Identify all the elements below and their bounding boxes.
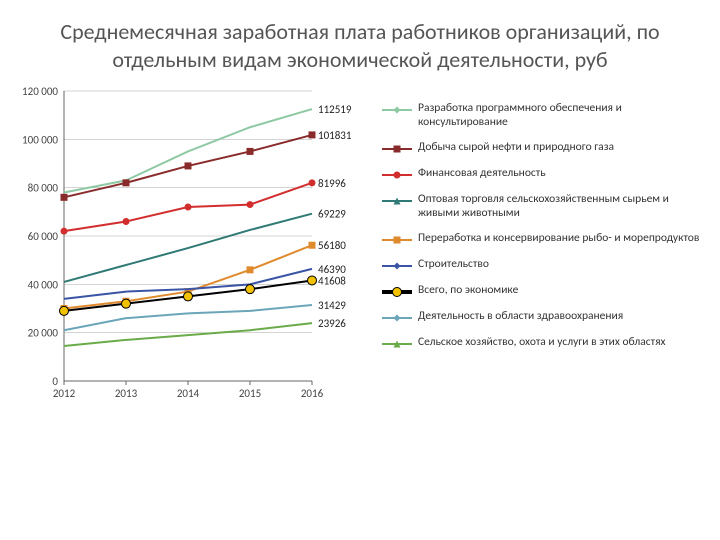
legend-label: Добыча сырой нефти и природного газа — [418, 140, 614, 154]
legend-item-fish: Переработка и консервирование рыбо- и мо… — [382, 231, 708, 247]
legend-label: Всего, по экономике — [418, 283, 518, 297]
svg-text:56180: 56180 — [318, 239, 346, 252]
svg-text:31429: 31429 — [318, 299, 346, 312]
svg-text:101831: 101831 — [318, 129, 352, 142]
svg-text:69229: 69229 — [318, 208, 346, 221]
legend-item-agri: Сельское хозяйство, охота и услуги в эти… — [382, 335, 708, 351]
legend-item-constr: Строительство — [382, 257, 708, 273]
series-oil: 101831 — [61, 129, 352, 201]
legend-label: Сельское хозяйство, охота и услуги в эти… — [418, 335, 666, 349]
svg-text:2014: 2014 — [177, 387, 200, 400]
svg-text:60 000: 60 000 — [28, 230, 59, 243]
legend-label: Оптовая торговля сельскохозяйственным сы… — [418, 192, 708, 221]
svg-text:23926: 23926 — [318, 317, 346, 330]
page-title: Среднемесячная заработная плата работник… — [0, 0, 720, 81]
legend-swatch-icon — [382, 233, 412, 247]
series-fish: 56180 — [61, 239, 347, 312]
legend-item-total: Всего, по экономике — [382, 283, 708, 299]
legend-item-health: Деятельность в области здравоохранения — [382, 309, 708, 325]
chart-container: 020 00040 00060 00080 000100 000120 0002… — [0, 81, 720, 421]
svg-text:2013: 2013 — [115, 387, 138, 400]
svg-text:41608: 41608 — [318, 274, 346, 287]
legend-label: Разработка программного обеспечения и ко… — [418, 101, 708, 130]
svg-text:2016: 2016 — [301, 387, 324, 400]
svg-text:120 000: 120 000 — [22, 85, 58, 98]
legend-item-oil: Добыча сырой нефти и природного газа — [382, 140, 708, 156]
legend-swatch-icon — [382, 142, 412, 156]
chart-legend: Разработка программного обеспечения и ко… — [372, 81, 708, 421]
legend-item-sw: Разработка программного обеспечения и ко… — [382, 101, 708, 130]
legend-label: Переработка и консервирование рыбо- и мо… — [418, 231, 699, 245]
svg-text:20 000: 20 000 — [28, 327, 59, 340]
legend-item-trade: Оптовая торговля сельскохозяйственным сы… — [382, 192, 708, 221]
svg-text:40 000: 40 000 — [28, 278, 59, 291]
legend-item-fin: Финансовая деятельность — [382, 166, 708, 182]
svg-text:112519: 112519 — [318, 103, 352, 116]
legend-swatch-icon — [382, 168, 412, 182]
series-sw: 112519 — [61, 103, 352, 196]
legend-swatch-icon — [382, 337, 412, 351]
line-chart: 020 00040 00060 00080 000100 000120 0002… — [12, 81, 372, 421]
legend-swatch-icon — [382, 259, 412, 273]
legend-label: Финансовая деятельность — [418, 166, 546, 180]
svg-text:81996: 81996 — [318, 177, 346, 190]
svg-text:2012: 2012 — [53, 387, 76, 400]
legend-swatch-icon — [382, 285, 412, 299]
svg-text:80 000: 80 000 — [28, 182, 59, 195]
legend-swatch-icon — [382, 194, 412, 208]
series-trade: 69229 — [61, 208, 347, 286]
legend-label: Деятельность в области здравоохранения — [418, 309, 623, 323]
svg-text:2015: 2015 — [239, 387, 261, 400]
svg-text:100 000: 100 000 — [22, 133, 58, 146]
legend-swatch-icon — [382, 311, 412, 325]
legend-label: Строительство — [418, 257, 489, 271]
legend-swatch-icon — [382, 103, 412, 117]
